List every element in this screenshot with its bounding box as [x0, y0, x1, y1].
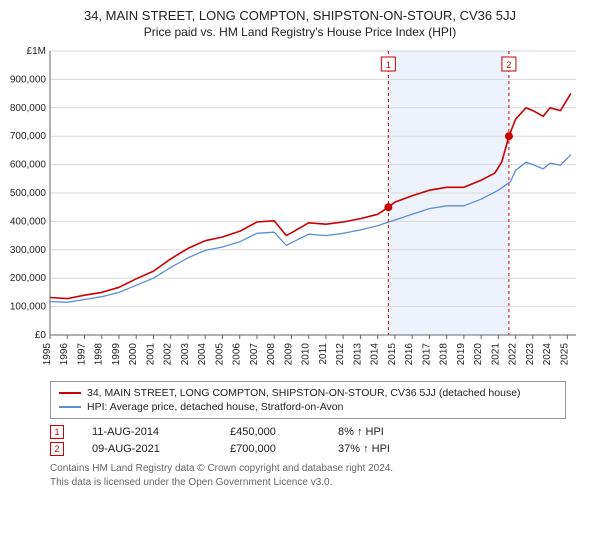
chart-area: £0 £100,000 £200,000 £300,000 £400,000 £500,0…: [10, 45, 590, 375]
svg-text:2009: 2009: [283, 343, 294, 366]
svg-text:1995: 1995: [42, 343, 53, 366]
legend-row-hpi: HPI: Average price, detached house, Stra…: [59, 400, 557, 414]
svg-text:£100,000: £100,000: [10, 302, 46, 313]
sale-date: 11-AUG-2014: [92, 426, 202, 438]
sale-marker-icon: 1: [50, 425, 64, 439]
svg-text:2007: 2007: [249, 343, 260, 366]
sale-delta: 37% ↑ HPI: [338, 443, 390, 455]
svg-text:1: 1: [386, 60, 391, 70]
svg-text:2020: 2020: [473, 343, 484, 366]
svg-text:2025: 2025: [559, 343, 570, 366]
footer-line-1: Contains HM Land Registry data © Crown c…: [50, 462, 590, 476]
svg-text:£400,000: £400,000: [10, 216, 46, 227]
sale-row: 2 09-AUG-2021 £700,000 37% ↑ HPI: [50, 442, 590, 456]
svg-text:£800,000: £800,000: [10, 103, 46, 114]
svg-text:2024: 2024: [542, 343, 553, 366]
svg-text:£900,000: £900,000: [10, 74, 46, 85]
svg-text:£200,000: £200,000: [10, 273, 46, 284]
svg-text:£300,000: £300,000: [10, 245, 46, 256]
legend-label-hpi: HPI: Average price, detached house, Stra…: [87, 401, 343, 413]
svg-text:2016: 2016: [404, 343, 415, 366]
svg-text:2012: 2012: [335, 343, 346, 366]
svg-text:2010: 2010: [301, 343, 312, 366]
sales-list: 1 11-AUG-2014 £450,000 8% ↑ HPI 2 09-AUG-2021…: [10, 425, 590, 456]
svg-text:2001: 2001: [145, 343, 156, 366]
svg-text:2006: 2006: [232, 343, 243, 366]
sale-price: £700,000: [230, 443, 310, 455]
svg-text:2018: 2018: [439, 343, 450, 366]
legend-swatch-hpi: [59, 406, 81, 408]
svg-text:2008: 2008: [266, 343, 277, 366]
sale-price: £450,000: [230, 426, 310, 438]
footer: Contains HM Land Registry data © Crown c…: [50, 462, 590, 489]
svg-text:2022: 2022: [508, 343, 519, 366]
svg-text:1999: 1999: [111, 343, 122, 366]
footer-line-2: This data is licensed under the Open Gov…: [50, 476, 590, 490]
svg-text:2000: 2000: [128, 343, 139, 366]
sale-date: 09-AUG-2021: [92, 443, 202, 455]
svg-text:2015: 2015: [387, 343, 398, 366]
svg-text:2003: 2003: [180, 343, 191, 366]
svg-text:£600,000: £600,000: [10, 160, 46, 171]
sale-marker-icon: 2: [50, 442, 64, 456]
svg-text:2004: 2004: [197, 343, 208, 366]
svg-text:£0: £0: [35, 330, 47, 341]
svg-text:2014: 2014: [370, 343, 381, 366]
svg-text:£500,000: £500,000: [10, 188, 46, 199]
svg-text:2011: 2011: [318, 343, 329, 365]
svg-text:2002: 2002: [163, 343, 174, 366]
svg-text:2019: 2019: [456, 343, 467, 366]
svg-text:2021: 2021: [490, 343, 501, 366]
svg-text:2023: 2023: [525, 343, 536, 366]
chart-container: 34, MAIN STREET, LONG COMPTON, SHIPSTON-…: [0, 0, 600, 497]
svg-text:2: 2: [506, 60, 511, 70]
svg-text:1998: 1998: [94, 343, 105, 366]
svg-text:1996: 1996: [59, 343, 70, 366]
page-subtitle: Price paid vs. HM Land Registry's House …: [10, 25, 590, 39]
legend: 34, MAIN STREET, LONG COMPTON, SHIPSTON-…: [50, 381, 566, 419]
svg-text:£1M: £1M: [27, 46, 46, 57]
page-title: 34, MAIN STREET, LONG COMPTON, SHIPSTON-…: [10, 8, 590, 23]
legend-swatch-property: [59, 392, 81, 394]
svg-text:1997: 1997: [76, 343, 87, 366]
sale-row: 1 11-AUG-2014 £450,000 8% ↑ HPI: [50, 425, 590, 439]
legend-label-property: 34, MAIN STREET, LONG COMPTON, SHIPSTON-…: [87, 387, 521, 399]
svg-text:£700,000: £700,000: [10, 131, 46, 142]
legend-row-property: 34, MAIN STREET, LONG COMPTON, SHIPSTON-…: [59, 386, 557, 400]
sale-delta: 8% ↑ HPI: [338, 426, 384, 438]
svg-text:2017: 2017: [421, 343, 432, 366]
line-chart: £0 £100,000 £200,000 £300,000 £400,000 £500,0…: [10, 45, 590, 375]
svg-text:2013: 2013: [352, 343, 363, 366]
svg-text:2005: 2005: [214, 343, 225, 366]
